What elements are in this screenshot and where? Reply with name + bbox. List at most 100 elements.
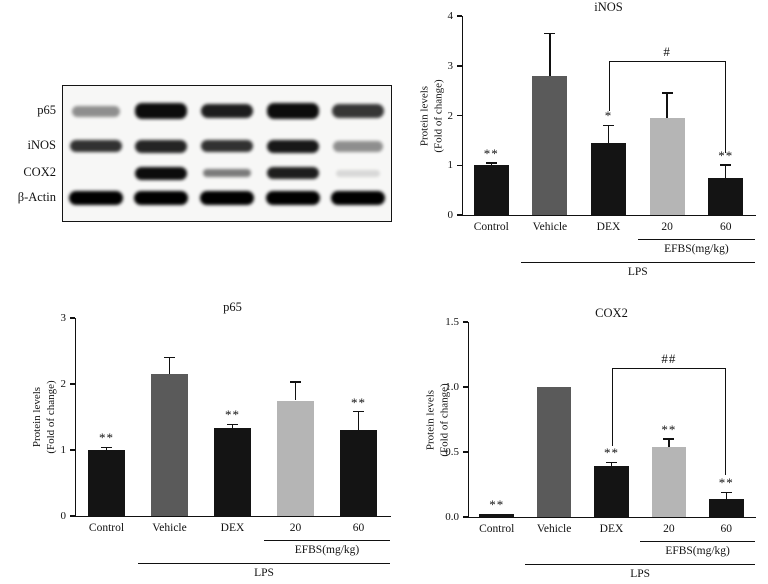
x-tick-label: 60: [352, 522, 365, 534]
y-axis-label-line: Protein levels: [31, 386, 43, 448]
y-tick-mark: [70, 515, 75, 517]
lps-group-line: [525, 564, 755, 566]
error-bar-line: [725, 492, 728, 499]
error-bar-cap: [101, 446, 112, 449]
blot-band: [336, 169, 381, 177]
blot-row-label: COX2: [23, 165, 56, 179]
y-tick-mark: [457, 114, 462, 117]
significance-marker: **: [604, 445, 619, 461]
error-bar-cap: [720, 491, 732, 494]
y-tick-mark: [457, 164, 462, 166]
error-bar-cap: [544, 32, 556, 35]
bracket-label: #: [663, 43, 671, 59]
x-tick-label: Control: [88, 522, 125, 534]
x-tick-label: 60: [720, 523, 733, 535]
bar-60: [708, 177, 744, 215]
blot-band: [69, 140, 122, 152]
blot-row-label: iNOS: [27, 138, 56, 152]
significance-marker: **: [99, 430, 114, 446]
error-bar-cap: [290, 381, 301, 383]
blot-row-label: p65: [37, 103, 56, 117]
blot-image: [62, 85, 392, 222]
y-axis-label-line: (Fold of change): [45, 380, 58, 454]
error-bar-cap: [720, 164, 732, 166]
chart-cox2: COX2 Protein levels (Fold of change) 0.0 0.5…: [420, 303, 768, 584]
y-tick-label: 1.5: [445, 316, 459, 328]
error-bar-line: [549, 33, 551, 76]
x-tick-label: DEX: [220, 522, 245, 534]
y-tick-label: 0.0: [445, 511, 459, 523]
lps-group-line: [138, 563, 390, 565]
error-bar-line: [168, 357, 171, 375]
error-bar-line: [724, 164, 727, 178]
y-tick-label: 3: [60, 312, 67, 324]
blot-band: [331, 191, 386, 205]
y-tick-label: 0.5: [445, 446, 459, 458]
x-tick-label: Vehicle: [536, 523, 572, 535]
error-bar-line: [490, 162, 493, 166]
bar-control: [87, 450, 126, 516]
bar-60: [709, 498, 744, 517]
blot-band: [135, 103, 188, 119]
blot-band: [203, 169, 251, 177]
lps-group-label: LPS: [627, 266, 648, 278]
error-bar-cap: [164, 356, 175, 359]
y-tick-mark: [457, 15, 462, 17]
significance-marker: **: [483, 145, 499, 161]
chart-inos: iNOS Protein levels (Fold of change) 0 1 2 3 4 *…: [418, 0, 768, 298]
western-blot-panel: p65 iNOS COX2 β-Actin: [0, 60, 400, 235]
y-tick-label: 1: [60, 444, 67, 456]
bar-dex: [590, 142, 627, 215]
blot-row-label: β-Actin: [17, 190, 56, 204]
significance-marker: **: [718, 147, 734, 163]
efbs-group-label: EFBS(mg/kg): [664, 243, 729, 255]
y-tick-label: 0: [60, 510, 67, 522]
bar-20: [649, 117, 685, 215]
y-tick-label: 0: [447, 209, 454, 221]
y-tick-mark: [463, 386, 468, 388]
bar-dex: [594, 466, 629, 517]
efbs-group-label: EFBS(mg/kg): [665, 545, 730, 557]
error-bar-line: [610, 462, 613, 467]
y-tick-mark: [70, 317, 75, 319]
blot-band: [265, 191, 320, 205]
chart-p65: p65 Protein levels (Fold of change) 0 1 2 3 ** C…: [28, 298, 400, 584]
x-tick-label: 20: [289, 522, 302, 534]
bar-control: [479, 514, 514, 517]
y-tick-label: 2: [447, 109, 454, 122]
bar-vehicle: [536, 387, 572, 517]
significance-marker: **: [718, 475, 734, 491]
blot-band: [71, 105, 120, 117]
y-tick-mark: [457, 214, 462, 216]
x-tick-label: Control: [473, 221, 509, 233]
y-axis-label-line: Protein levels: [424, 389, 436, 450]
error-bar-line: [607, 125, 610, 143]
y-tick-mark: [463, 516, 468, 518]
blot-band: [266, 139, 319, 153]
bar-vehicle: [150, 374, 189, 516]
error-bar-cap: [227, 423, 238, 425]
error-bar-cap: [606, 461, 617, 464]
blot-band: [134, 191, 189, 205]
y-tick-label: 4: [447, 10, 454, 22]
error-bar-line: [666, 93, 668, 118]
y-tick-mark: [70, 383, 75, 385]
plot-frame: [468, 322, 756, 518]
blot-band: [266, 103, 319, 119]
error-bar-line: [231, 424, 234, 429]
lps-group-line: [520, 262, 755, 264]
x-tick-label: DEX: [599, 523, 624, 535]
blot-band: [201, 140, 253, 152]
efbs-group-line: [640, 541, 755, 543]
error-bar-line: [357, 411, 360, 431]
bar-60: [339, 430, 378, 516]
efbs-group-label: EFBS(mg/kg): [294, 544, 360, 556]
x-tick-label: 20: [663, 523, 675, 535]
x-tick-label: Vehicle: [532, 221, 568, 233]
blot-band: [333, 140, 384, 152]
blot-band: [266, 167, 319, 179]
significance-marker: **: [489, 497, 505, 513]
bracket-leg-left: [608, 60, 610, 111]
y-axis-label: Protein levels (Fold of change): [30, 318, 60, 516]
